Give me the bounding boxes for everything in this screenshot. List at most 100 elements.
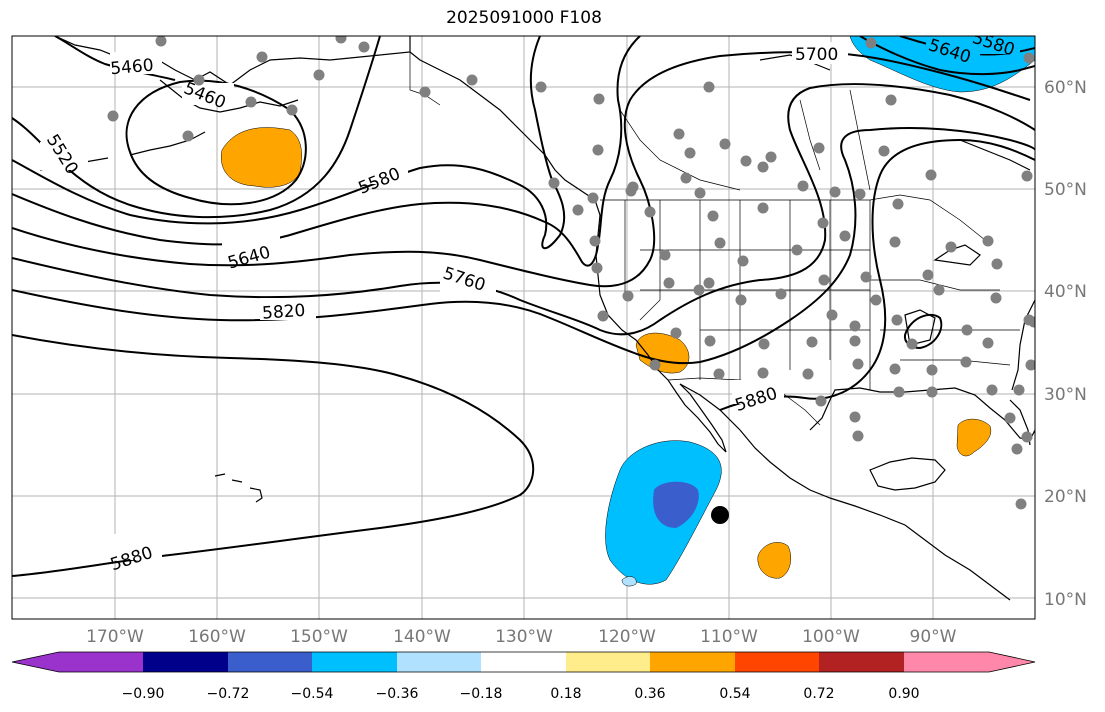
colorbar-tick-label: −0.90 (122, 686, 165, 702)
station-marker (593, 93, 605, 105)
station-marker (891, 314, 903, 326)
colorbar-segment (228, 652, 312, 672)
station-marker (572, 204, 584, 216)
station-marker (925, 169, 937, 181)
station-marker (714, 237, 726, 249)
station-marker (893, 386, 905, 398)
colorbar-tick-label: −0.72 (207, 686, 250, 702)
colorbar-tick-label: 0.54 (719, 686, 750, 702)
colorbar-segment (397, 652, 481, 672)
station-marker (775, 288, 787, 300)
lon-label: 120°W (598, 627, 656, 647)
station-marker (622, 290, 634, 302)
station-marker (1025, 359, 1035, 371)
map-frame (11, 35, 1036, 620)
station-marker (849, 335, 861, 347)
station-markers (107, 36, 1035, 510)
station-marker (906, 338, 918, 350)
station-marker (870, 294, 882, 306)
station-marker (649, 359, 661, 371)
positive-anomaly-pacific (757, 542, 791, 579)
station-marker (644, 206, 656, 218)
station-marker (757, 202, 769, 214)
station-marker (961, 324, 973, 336)
lat-label: 50°N (1044, 180, 1087, 200)
station-marker (757, 367, 769, 379)
station-marker (466, 74, 478, 86)
colorbar-tick-label: 0.36 (634, 686, 665, 702)
borders (409, 52, 1020, 426)
lon-label: 170°W (86, 627, 144, 647)
lat-label: 30°N (1044, 385, 1087, 405)
station-marker (854, 188, 866, 200)
station-marker (806, 336, 818, 348)
longitude-labels: 170°W 160°W 150°W 140°W 130°W 120°W 110°… (86, 627, 957, 647)
colorbar (11, 651, 1036, 673)
station-marker (926, 364, 938, 376)
lat-label: 10°N (1044, 590, 1087, 610)
station-marker (1004, 412, 1016, 424)
station-marker (990, 292, 1002, 304)
station-marker (1013, 384, 1025, 396)
station-marker (852, 358, 864, 370)
negative-anomaly-small (621, 576, 637, 587)
station-marker (1015, 498, 1027, 510)
colorbar-tick-label: −0.18 (460, 686, 503, 702)
colorbar-segment (735, 652, 819, 672)
station-marker (1021, 431, 1033, 443)
station-marker (680, 172, 692, 184)
lat-label: 40°N (1044, 282, 1087, 302)
station-marker (419, 86, 431, 98)
colorbar-tick-label: −0.54 (291, 686, 334, 702)
station-marker (548, 177, 560, 189)
station-marker (1011, 443, 1023, 455)
station-marker (703, 277, 715, 289)
lon-label: 100°W (802, 627, 860, 647)
station-marker (826, 309, 838, 321)
station-marker (878, 145, 890, 157)
station-marker (758, 338, 770, 350)
lon-label: 140°W (393, 627, 451, 647)
station-marker (1023, 52, 1035, 64)
station-marker (765, 151, 777, 163)
station-marker (982, 235, 994, 247)
contour-5580 (12, 36, 566, 250)
station-marker (694, 187, 706, 199)
colorbar-segment (650, 652, 735, 672)
colorbar-segment (566, 652, 650, 672)
lon-label: 160°W (188, 627, 246, 647)
station-marker (358, 41, 370, 53)
colorbar-outline (11, 651, 1036, 673)
contour-5640 (12, 36, 641, 267)
colorbar-extend-low (12, 652, 59, 672)
station-marker (892, 198, 904, 210)
map-title: 2025091000 F108 (446, 8, 602, 28)
latitude-labels: 60°N 50°N 40°N 30°N 20°N 10°N (1044, 78, 1087, 610)
station-marker (592, 144, 604, 156)
station-marker (849, 320, 861, 332)
station-marker (817, 217, 829, 229)
station-marker (818, 274, 830, 286)
station-marker (740, 155, 752, 167)
station-marker (735, 294, 747, 306)
station-marker (813, 142, 825, 154)
contour-label: 5820 (262, 301, 307, 324)
station-marker (802, 368, 814, 380)
station-marker (926, 386, 938, 398)
station-marker (335, 36, 347, 44)
contour-5640-ne (859, 36, 1035, 76)
lat-label: 60°N (1044, 78, 1087, 98)
station-marker (286, 104, 298, 116)
station-marker (713, 368, 725, 380)
lon-label: 110°W (700, 627, 758, 647)
station-marker (684, 147, 696, 159)
station-marker (107, 110, 119, 122)
station-marker (693, 284, 705, 296)
contour-5880-us (719, 138, 1035, 411)
station-marker (719, 138, 731, 150)
station-marker (182, 130, 194, 142)
station-marker (945, 241, 957, 253)
colorbar-tick-label: 0.90 (888, 686, 919, 702)
station-marker (591, 262, 603, 274)
